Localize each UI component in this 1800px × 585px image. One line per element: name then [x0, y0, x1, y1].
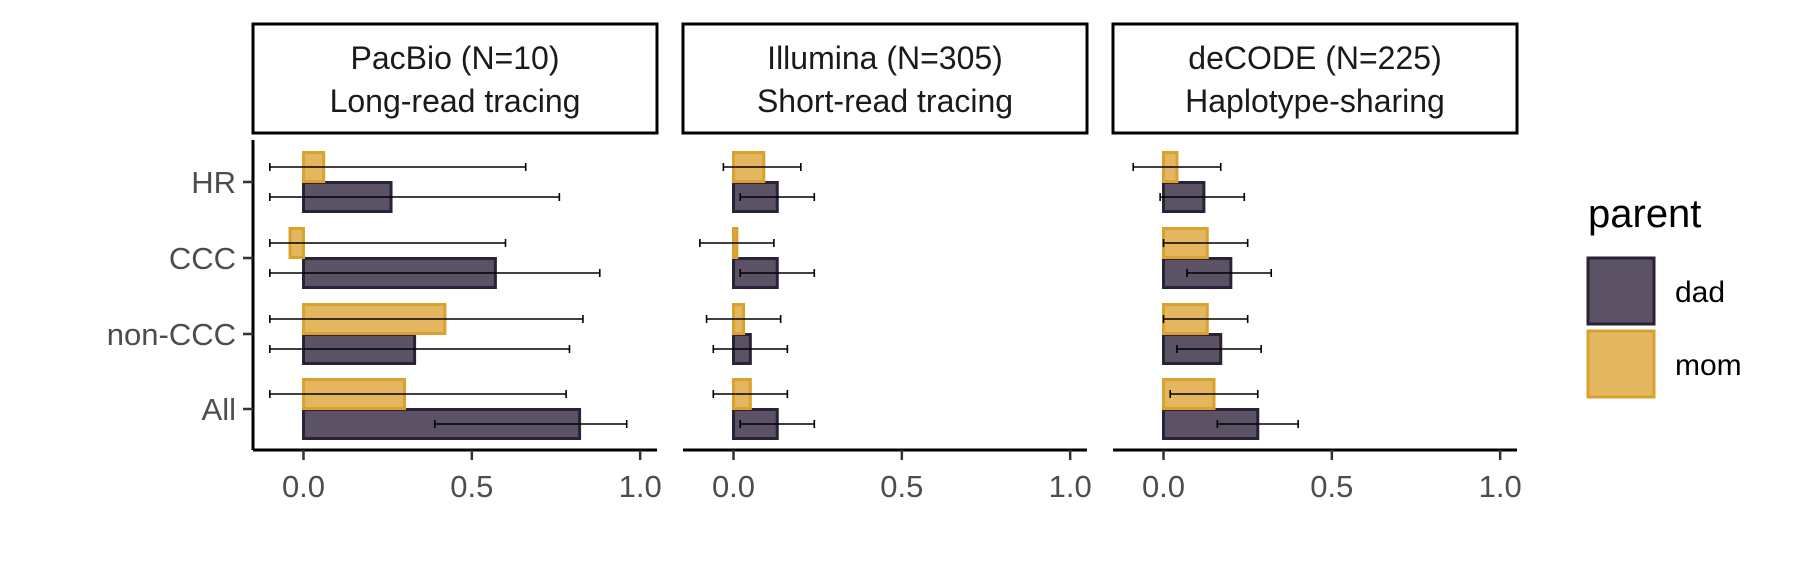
- x-tick-label: 0.0: [282, 469, 325, 504]
- legend-label-dad: dad: [1675, 276, 1725, 309]
- panel-title-line2: Short-read tracing: [757, 83, 1013, 119]
- panel-title-line1: Illumina (N=305): [767, 40, 1003, 76]
- x-tick-label: 0.0: [712, 469, 755, 504]
- y-tick-label: CCC: [169, 241, 236, 276]
- x-tick-label: 1.0: [1479, 469, 1522, 504]
- panel-title-line2: Haplotype-sharing: [1185, 83, 1445, 119]
- legend-key-dad: [1586, 256, 1656, 326]
- x-tick-label: 0.5: [450, 469, 493, 504]
- panel-strip: [681, 22, 1089, 135]
- x-tick-label: 0.5: [880, 469, 923, 504]
- panel-1: PacBio (N=10) Long-read tracing 0.0 0.5 1.0: [251, 22, 662, 504]
- legend-label-mom: mom: [1675, 349, 1742, 382]
- y-tick-label: HR: [191, 165, 236, 200]
- panel-title-line1: PacBio (N=10): [351, 40, 560, 76]
- legend: parent dad mom: [1586, 192, 1742, 399]
- panel-3: deCODE (N=225) Haplotype-sharing 0.0 0.5 1.0: [1111, 22, 1522, 504]
- legend-key-mom: [1586, 329, 1656, 399]
- x-tick-label: 1.0: [619, 469, 662, 504]
- legend-title: parent: [1588, 192, 1701, 236]
- x-tick-label: 0.0: [1142, 469, 1185, 504]
- panel-strip: [251, 22, 659, 135]
- panel-2: Illumina (N=305) Short-read tracing 0.0 0.5…: [681, 22, 1092, 504]
- x-tick-label: 0.5: [1310, 469, 1353, 504]
- panel-title-line2: Long-read tracing: [330, 83, 581, 119]
- y-tick-label: non-CCC: [107, 317, 236, 352]
- y-tick-label: All: [202, 392, 236, 427]
- panel-title-line1: deCODE (N=225): [1188, 40, 1441, 76]
- x-tick-label: 1.0: [1049, 469, 1092, 504]
- panel-strip: [1111, 22, 1519, 135]
- y-axis: HR CCC non-CCC All: [107, 140, 255, 450]
